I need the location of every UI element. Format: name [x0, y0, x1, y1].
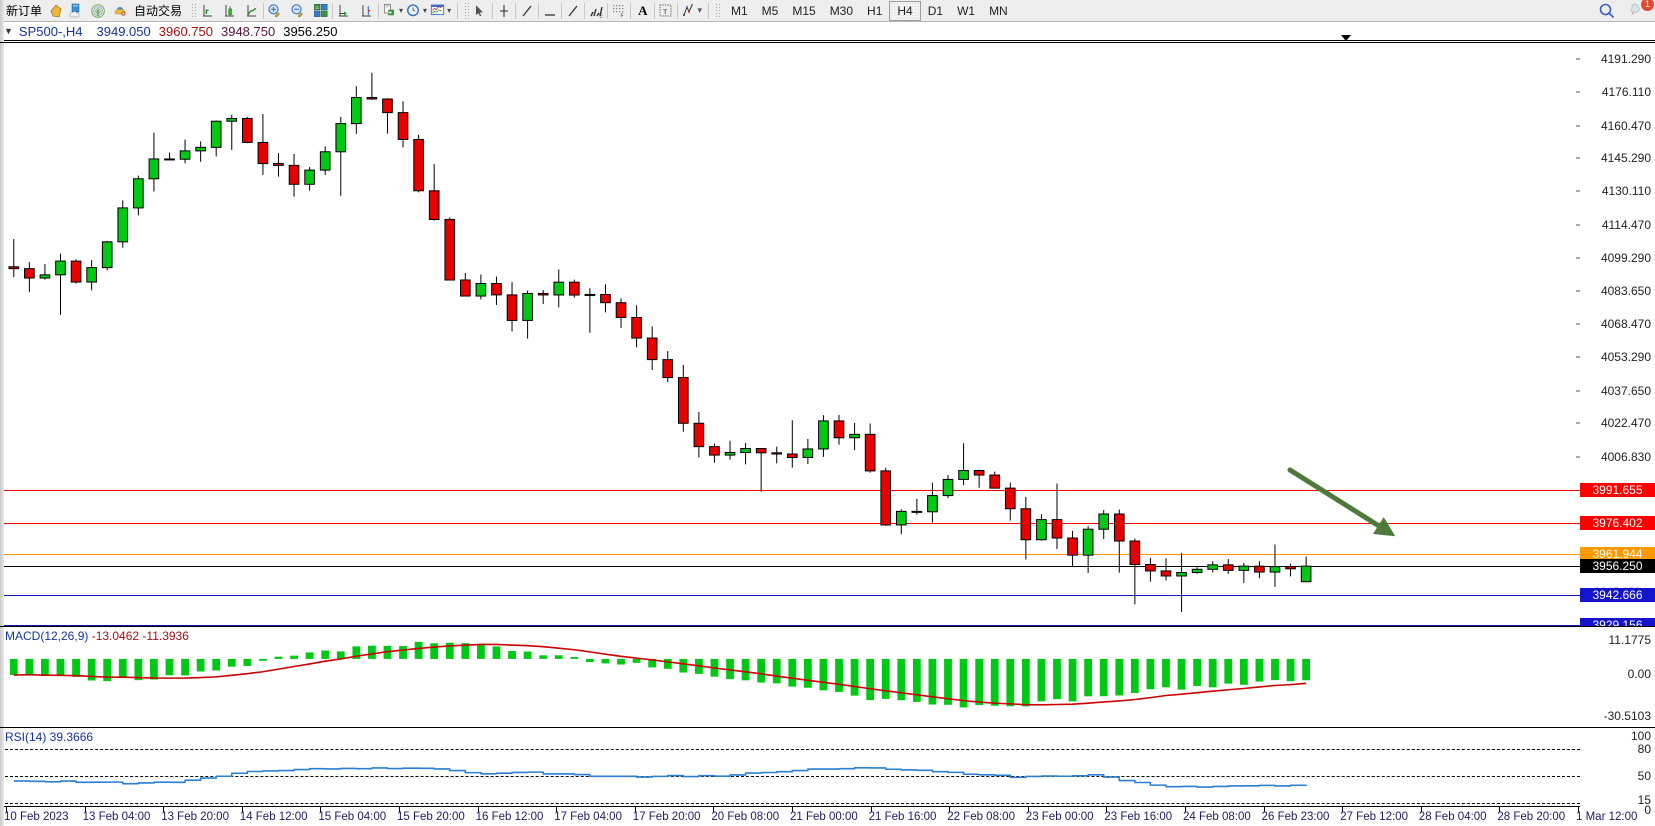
svg-text:F: F — [621, 13, 624, 19]
svg-text:T: T — [663, 9, 668, 16]
svg-text:E: E — [599, 13, 603, 19]
